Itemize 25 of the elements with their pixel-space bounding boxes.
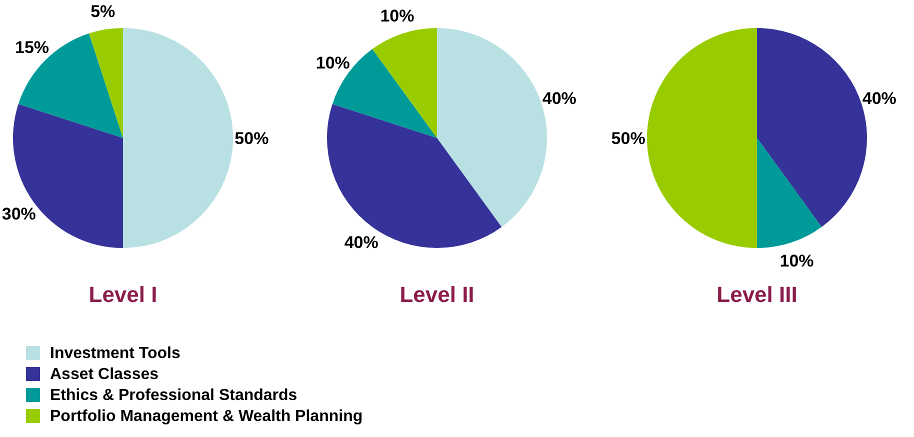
data-label: 10% (780, 251, 814, 270)
pie-slice (757, 138, 822, 248)
text: Level II (400, 282, 474, 307)
pie-slice (647, 28, 757, 248)
legend-label: Ethics & Professional Standards (50, 387, 298, 404)
data-label: 10% (316, 53, 350, 72)
data-label: 50% (234, 128, 269, 148)
pie-slice (18, 33, 123, 138)
data-label: 10% (380, 6, 414, 26)
data-label: 40% (542, 89, 576, 108)
legend-label: Investment Tools (50, 345, 180, 362)
data-label: 5% (90, 2, 116, 21)
data-label: 50% (611, 128, 646, 148)
pie-slice (123, 28, 233, 248)
data-label: 15% (14, 38, 50, 57)
data-label: 40% (344, 233, 378, 252)
data-label: 40% (862, 89, 896, 108)
text: Level I (88, 282, 158, 307)
pie-slice (327, 104, 502, 248)
data-label: 30% (2, 204, 36, 224)
pie-slice (89, 28, 123, 138)
text: Level III (716, 282, 798, 307)
legend-label: Portfolio Management & Wealth Planning (50, 408, 363, 425)
pie-slice (372, 28, 437, 138)
legend-label: Asset Classes (50, 366, 159, 383)
